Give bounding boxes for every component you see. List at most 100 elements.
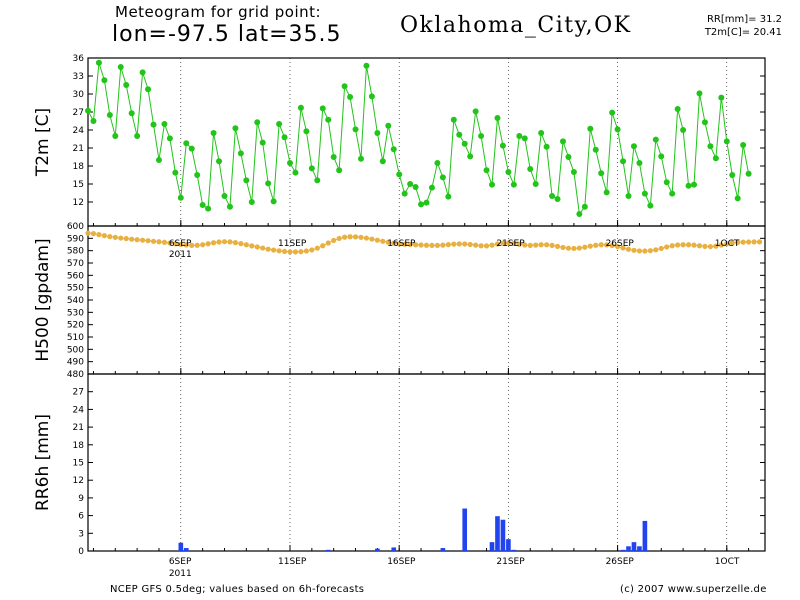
data-point [718,94,725,101]
rain-bar [325,549,331,551]
data-point [456,241,462,247]
data-point [418,201,425,208]
data-point [543,143,550,150]
x-tick-label: 26SEP [606,557,635,567]
y-tick-label: 540 [67,296,84,306]
data-point [483,167,490,174]
data-point [538,130,545,136]
data-point [232,125,239,132]
rain-bar [391,547,397,551]
rain-bar [375,548,380,551]
x-tick-label: 6SEP [169,557,192,567]
data-point [582,244,588,250]
data-point [396,241,402,247]
data-point [532,181,539,187]
data-point [221,193,228,199]
data-point [478,243,484,249]
data-point [521,135,528,142]
data-point [281,134,288,141]
y-tick-label: 510 [67,333,84,343]
data-point [423,199,430,206]
y-tick-label: 9 [78,494,84,504]
data-point [117,64,124,70]
data-point [467,153,474,160]
data-point [642,248,648,254]
data-point [237,150,244,157]
data-point [428,184,435,191]
data-point [593,242,599,248]
rain-bar [637,546,642,551]
data-point [625,246,632,252]
data-point [232,240,239,246]
data-point [363,235,370,241]
data-point [609,242,615,249]
data-point [259,139,266,146]
data-point [450,116,457,123]
data-point [178,241,184,248]
data-point [647,248,653,254]
data-point [243,242,249,248]
data-point [134,133,141,139]
data-point [565,154,572,160]
data-point [248,199,255,205]
data-point [188,145,195,152]
y-tick-label: 21 [73,144,84,154]
data-point [549,193,556,199]
x-tick-label: 11SEP [278,239,307,249]
data-point [598,242,604,248]
rain-bar [178,542,184,551]
data-point [423,242,430,248]
data-point [369,236,375,242]
data-point [254,119,261,126]
data-point [669,190,676,197]
y-tick-label: 24 [73,405,85,415]
y-tick-label: 560 [67,271,84,281]
data-point [330,154,337,160]
data-point [505,169,512,175]
data-point [625,193,632,199]
data-point [664,244,670,250]
y-tick-label: 15 [73,180,84,190]
rain-bar [620,549,626,551]
data-point [489,181,496,188]
data-point [407,181,414,187]
data-point [319,105,326,112]
y-tick-label: 33 [73,72,84,82]
data-point [418,242,424,248]
data-point [751,239,757,245]
data-point [95,59,102,66]
data-point [565,245,572,251]
rain-bar [500,519,506,551]
title-line1: Meteogram for grid point: [115,3,322,21]
data-point [112,133,119,139]
data-point [287,160,294,166]
data-point [402,241,408,247]
data-point [467,241,473,248]
data-point [287,249,293,255]
y-tick-label: 12 [73,198,84,208]
data-point [155,157,162,163]
data-point [587,243,593,249]
data-point [554,196,561,202]
y-tick-label: 520 [67,321,84,331]
data-point [183,242,189,248]
panel-2 [87,373,766,552]
data-point [516,241,522,247]
y-tick-label: 24 [73,126,85,136]
data-point [434,242,441,248]
data-point [740,239,746,245]
x-year-label: 2011 [169,250,192,260]
data-point [298,249,304,255]
data-point [336,235,342,242]
data-point [647,202,654,209]
y-tick-label: 490 [67,358,84,368]
data-point [216,239,222,245]
y-tick-label: 0 [78,547,84,557]
data-point [702,243,708,249]
data-point [412,242,419,248]
data-point [609,109,616,116]
data-point [90,118,97,124]
data-point [123,82,130,88]
data-point [412,184,419,190]
